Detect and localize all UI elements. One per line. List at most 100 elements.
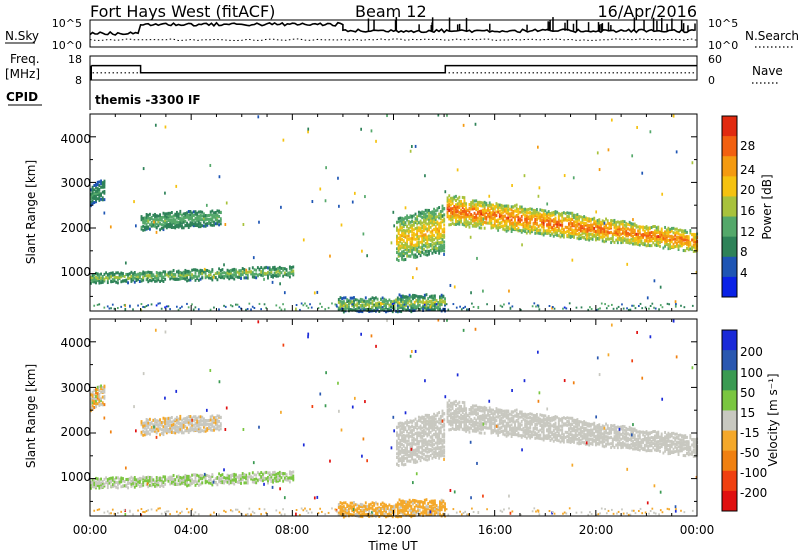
power-cell [495, 202, 498, 206]
power-cell [149, 223, 151, 227]
power-cell [465, 202, 468, 206]
velocity-cell [406, 500, 409, 504]
power-cell [133, 276, 136, 280]
power-cell [164, 273, 167, 277]
power-cell [646, 296, 649, 300]
power-cell [208, 276, 210, 280]
power-cell [309, 303, 311, 306]
velocity-cell [342, 506, 345, 510]
power-cell [618, 234, 621, 238]
power-cell [167, 223, 170, 227]
velocity-cell [116, 476, 119, 480]
velocity-cell [98, 389, 101, 393]
velocity-cell [423, 428, 425, 432]
power-cell [485, 215, 488, 219]
power-cell [535, 217, 538, 221]
velocity-cell [132, 483, 135, 487]
velocity-cell [369, 506, 372, 510]
velocity-cell [216, 423, 219, 427]
power-cell [584, 228, 587, 232]
power-cell [564, 217, 567, 221]
velocity-cell [192, 479, 195, 483]
power-cell [399, 233, 402, 237]
power-cell [418, 295, 421, 299]
velocity-cell [408, 504, 411, 508]
velocity-cell [191, 426, 194, 430]
power-cell [90, 281, 92, 285]
power-cell [470, 207, 473, 211]
power-cell [90, 197, 92, 201]
power-cell [421, 221, 424, 225]
power-cell [364, 302, 367, 306]
velocity-cell [91, 396, 94, 400]
power-cell [468, 221, 471, 225]
power-ylabel: Slant Range [km] [24, 160, 38, 264]
power-cell [263, 277, 265, 281]
power-cell [603, 229, 606, 233]
power-cell [503, 222, 506, 226]
power-cell [654, 238, 656, 242]
power-cell [145, 219, 148, 223]
power-cell [606, 221, 609, 225]
velocity-cell [385, 515, 387, 519]
power-cell [519, 220, 522, 224]
power-cell [111, 273, 114, 277]
power-cell [441, 209, 444, 213]
power-cell [155, 274, 158, 278]
power-cell [172, 225, 175, 229]
velocity-cell [235, 473, 237, 477]
power-cell [580, 306, 583, 309]
power-cell [397, 254, 400, 258]
power-cell [411, 233, 414, 237]
power-cell [643, 229, 646, 233]
power-cell [443, 240, 446, 244]
velocity-cell [399, 452, 402, 456]
power-cell [152, 278, 155, 282]
velocity-cell [363, 510, 366, 514]
power-cell [208, 273, 210, 277]
velocity-cell [246, 481, 249, 485]
power-ytick-2000: 2000 [60, 221, 91, 235]
power-cell [95, 182, 97, 186]
power-cell [100, 272, 103, 276]
velocity-cell [417, 448, 420, 452]
power-cell [612, 307, 615, 310]
velocity-cell [412, 460, 415, 464]
power-cell [90, 278, 92, 282]
velocity-cell [182, 477, 185, 481]
power-cell [169, 221, 172, 225]
power-cell [522, 221, 525, 225]
power-cell [418, 303, 421, 307]
power-cell [265, 272, 268, 276]
power-cell [123, 304, 126, 307]
velocity-cell [150, 420, 153, 424]
power-cell [304, 302, 306, 305]
velocity-cell [98, 484, 101, 488]
velocity-cell [130, 479, 133, 483]
velocity-cell [90, 399, 92, 403]
power-ytick-3000: 3000 [60, 176, 91, 190]
power-cell [581, 216, 584, 220]
power-cell [449, 196, 452, 200]
power-cell [520, 210, 523, 214]
power-cell [147, 216, 150, 220]
power-cell [174, 214, 177, 218]
velocity-cell [412, 433, 415, 437]
power-cell [199, 210, 202, 214]
power-cell [487, 207, 489, 211]
power-cell [157, 214, 160, 218]
power-cell [211, 215, 214, 219]
power-cell [423, 303, 426, 306]
power-cell [186, 271, 188, 275]
power-cell [571, 234, 574, 238]
power-cell [241, 267, 244, 271]
power-cell [272, 275, 274, 279]
power-cell [568, 211, 570, 215]
power-cell [194, 278, 197, 282]
power-cell [650, 231, 653, 235]
power-cell [419, 254, 422, 258]
power-cell [431, 210, 434, 214]
power-cell [91, 191, 94, 195]
power-cell [275, 304, 278, 307]
power-cell [421, 240, 424, 244]
